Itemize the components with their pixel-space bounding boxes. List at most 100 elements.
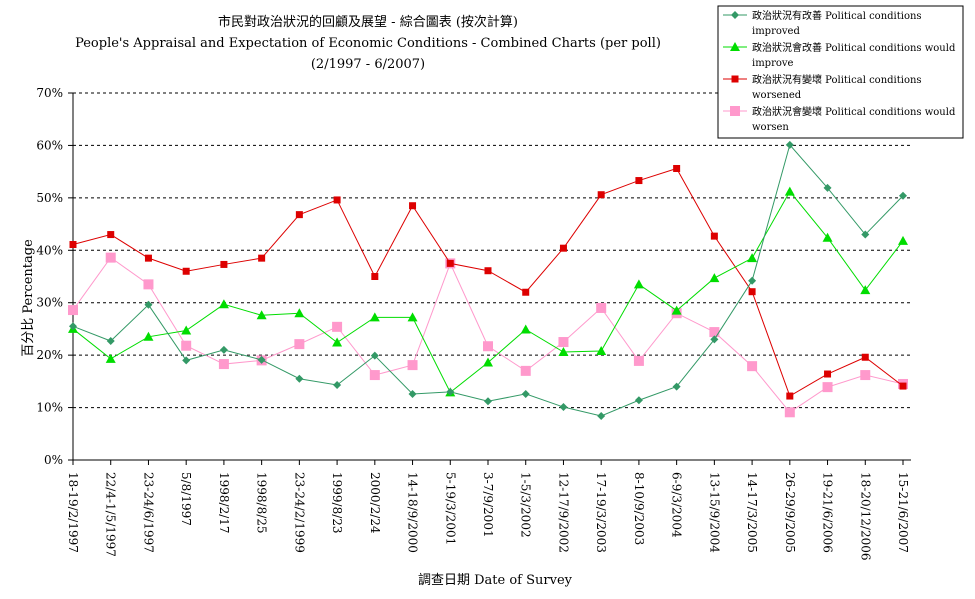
data-point	[731, 11, 739, 19]
x-tick-label: 3-7/9/2001	[481, 472, 495, 538]
data-point	[295, 374, 304, 383]
x-tick-label: 1998/2/17	[217, 472, 231, 534]
data-point	[822, 232, 833, 242]
series-1	[69, 140, 907, 420]
legend-label: improve	[752, 58, 794, 69]
legend-label: 政治狀況會變壞 Political conditions would	[752, 105, 956, 118]
data-point	[218, 299, 229, 309]
y-tick-label: 30%	[36, 296, 63, 310]
chart-subtitle: People's Appraisal and Expectation of Ec…	[75, 36, 661, 51]
data-point	[559, 244, 567, 252]
series-4	[68, 252, 908, 418]
y-axis-ticks: 0% 10% 20% 30% 40% 50% 60% 70%	[36, 86, 73, 467]
x-tick-label: 14-18/9/2000	[406, 472, 420, 553]
data-point	[861, 353, 869, 361]
data-point	[369, 370, 380, 381]
data-point	[822, 382, 833, 393]
data-point	[633, 355, 644, 366]
series-3	[69, 164, 907, 400]
y-tick-label: 20%	[36, 348, 63, 362]
y-tick-label: 0%	[44, 453, 63, 467]
data-point	[144, 300, 153, 309]
x-tick-label: 8-10/9/2003	[632, 472, 646, 545]
data-point	[559, 403, 568, 412]
x-tick-label: 19-21/6/2006	[821, 472, 835, 553]
data-point	[446, 387, 455, 396]
data-point	[521, 389, 530, 398]
series-group	[68, 140, 908, 420]
y-tick-label: 40%	[36, 243, 63, 257]
data-point	[730, 106, 740, 116]
data-point	[597, 411, 606, 420]
x-axis-ticks: 18-19/2/1997 22/4-1/5/1997 23-24/6/1997 5/8…	[66, 460, 910, 561]
data-point	[730, 42, 740, 51]
data-point	[520, 365, 531, 376]
series-2	[68, 186, 908, 397]
data-point	[522, 288, 530, 296]
data-point	[258, 254, 266, 262]
data-point	[256, 310, 267, 320]
x-tick-label: 5-19/3/2001	[443, 472, 457, 545]
data-point	[106, 336, 115, 345]
data-point	[219, 345, 228, 354]
data-point	[333, 381, 342, 390]
data-point	[332, 337, 343, 347]
data-point	[596, 302, 607, 313]
data-point	[748, 288, 756, 296]
data-point	[407, 360, 418, 371]
data-point	[409, 202, 417, 210]
x-tick-label: 1999/8/23	[330, 472, 344, 534]
x-tick-label: 18-20/12/2006	[858, 472, 872, 561]
data-point	[483, 341, 493, 352]
data-point	[218, 359, 229, 370]
data-point	[710, 232, 718, 240]
data-point	[69, 322, 77, 331]
chart-title: 市民對政治狀況的回顧及展望 - 綜合圖表 (按次計算)	[218, 14, 518, 30]
data-point	[483, 357, 493, 367]
legend-label: improved	[752, 26, 800, 37]
data-point	[369, 312, 380, 322]
y-tick-label: 70%	[36, 86, 63, 100]
data-point	[105, 252, 116, 263]
x-tick-label: 23-24/2/1999	[292, 472, 306, 553]
y-tick-label: 10%	[36, 401, 63, 415]
data-point	[671, 305, 682, 315]
data-point	[182, 356, 191, 365]
x-tick-label: 22/4-1/5/1997	[104, 472, 118, 557]
data-point	[747, 253, 758, 263]
data-point	[786, 392, 794, 400]
data-point	[332, 321, 343, 332]
data-point	[407, 312, 418, 322]
x-tick-label: 17-19/3/2003	[594, 472, 608, 553]
y-tick-label: 50%	[36, 191, 63, 205]
x-tick-label: 26-29/9/2005	[783, 472, 797, 553]
data-point	[860, 370, 871, 381]
y-tick-label: 60%	[36, 138, 63, 152]
x-tick-label: 6-9/3/2004	[670, 472, 684, 538]
x-tick-label: 23-24/6/1997	[141, 472, 155, 553]
data-point	[784, 407, 795, 418]
data-point	[635, 177, 643, 185]
data-point	[784, 186, 795, 196]
series-line	[72, 143, 904, 417]
data-point	[181, 325, 192, 335]
x-tick-label: 13-15/9/2004	[707, 472, 721, 553]
data-point	[731, 75, 739, 83]
x-tick-label: 2000/2/24	[368, 472, 382, 534]
data-point	[520, 324, 531, 334]
x-tick-label: 18-19/2/1997	[66, 472, 80, 553]
data-point	[899, 191, 907, 200]
legend-label: worsen	[752, 122, 789, 133]
data-point	[899, 382, 907, 390]
data-point	[861, 230, 870, 239]
axes	[72, 93, 911, 461]
data-point	[333, 196, 341, 204]
data-point	[596, 345, 607, 355]
data-point	[673, 164, 681, 172]
data-point	[860, 285, 871, 295]
data-point	[558, 346, 569, 356]
legend: 政治狀況有改善 Political conditions improved 政治狀況…	[717, 5, 964, 139]
gridlines	[73, 92, 911, 409]
data-point	[709, 273, 720, 283]
